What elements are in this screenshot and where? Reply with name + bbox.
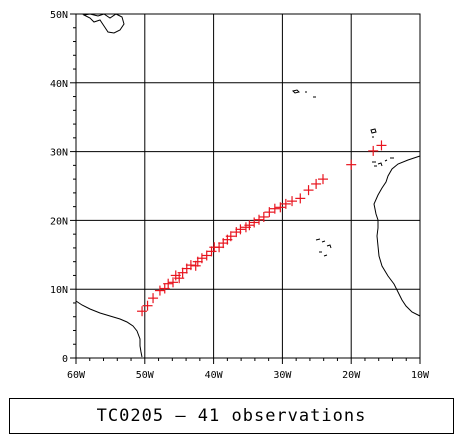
observation-marker <box>225 231 236 242</box>
observation-marker <box>264 207 275 218</box>
observation-marker <box>137 306 148 317</box>
observation-marker <box>142 300 153 311</box>
axis-labels: 60W 50W 40W 30W 20W 10W 0 10N 20N 30N 40N 50N <box>50 10 430 381</box>
observation-marker <box>174 273 185 284</box>
x-tick-label: 50W <box>136 370 155 381</box>
y-tick-label: 40N <box>50 79 68 90</box>
y-tick-label: 30N <box>50 148 68 159</box>
observation-marker <box>154 285 165 296</box>
observation-marker <box>275 202 286 213</box>
x-tick-label: 10W <box>411 370 430 381</box>
observation-marker <box>249 217 260 228</box>
africa-coast <box>373 155 421 317</box>
observation-marker <box>231 227 242 238</box>
observation-marker <box>214 242 225 253</box>
y-tick-label: 20N <box>50 216 68 227</box>
observation-marker <box>346 159 357 170</box>
observation-marker <box>295 193 306 204</box>
observation-marker <box>201 250 212 261</box>
observation-marker <box>311 178 322 189</box>
observation-marker <box>280 198 291 209</box>
observation-marker <box>254 214 265 225</box>
y-tick-label: 0 <box>62 354 68 365</box>
observation-marker <box>168 277 179 288</box>
observation-markers <box>137 140 387 317</box>
canary-islands <box>372 157 394 167</box>
x-tick-label: 60W <box>67 370 86 381</box>
azores-islands <box>292 89 316 98</box>
observation-marker <box>258 211 269 222</box>
x-tick-label: 30W <box>273 370 292 381</box>
caption-text: TC0205 – 41 observations <box>96 406 367 426</box>
observation-marker <box>269 203 280 214</box>
coastlines <box>75 13 421 358</box>
plot-frame <box>75 13 421 359</box>
y-tick-label: 10N <box>50 285 68 296</box>
observation-marker <box>177 267 188 278</box>
madeira-islands <box>370 128 377 138</box>
observation-marker <box>376 140 387 151</box>
observation-marker <box>235 224 246 235</box>
lat-lon-grid <box>70 13 421 364</box>
x-tick-label: 20W <box>342 370 361 381</box>
newfoundland-coast <box>82 13 125 34</box>
south-america-coast <box>75 300 143 358</box>
observation-marker <box>287 196 298 207</box>
observation-marker <box>317 174 328 185</box>
y-tick-label: 50N <box>50 10 68 21</box>
observation-marker <box>303 185 314 196</box>
x-tick-label: 40W <box>205 370 224 381</box>
observation-marker <box>163 278 174 289</box>
observation-marker <box>190 260 201 271</box>
observation-marker <box>368 145 379 156</box>
observation-marker <box>185 260 196 271</box>
caption-box: TC0205 – 41 observations <box>9 398 454 434</box>
observation-marker <box>206 246 217 257</box>
cape-verde-islands <box>315 238 332 257</box>
observation-marker <box>148 293 159 304</box>
